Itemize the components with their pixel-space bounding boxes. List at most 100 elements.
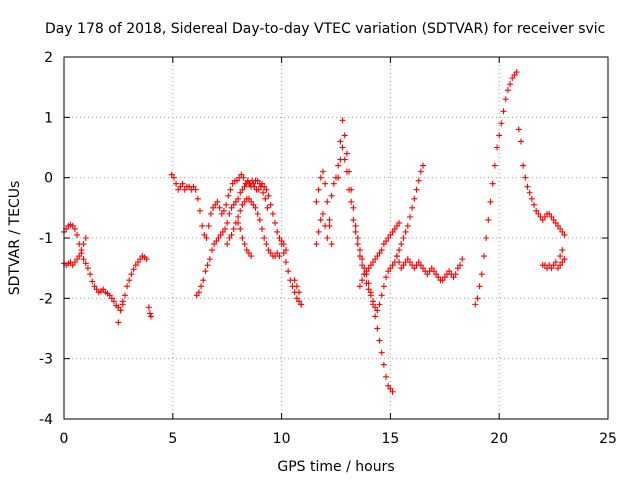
series-arc1 (61, 221, 126, 314)
data-point (193, 292, 200, 299)
data-point (389, 262, 396, 269)
data-point (278, 241, 285, 248)
data-point (108, 295, 115, 302)
data-point (509, 75, 516, 82)
data-point (319, 168, 326, 175)
data-point (406, 213, 413, 220)
data-point (415, 259, 422, 266)
data-point (263, 241, 270, 248)
data-point (228, 204, 235, 211)
data-point (341, 156, 348, 163)
data-point (181, 186, 188, 193)
data-point (115, 304, 122, 311)
data-point (380, 241, 387, 248)
data-point (214, 198, 221, 205)
data-point (391, 225, 398, 232)
data-point (124, 283, 131, 290)
series-arc17 (515, 126, 568, 238)
data-point (200, 277, 207, 284)
data-point (346, 186, 353, 193)
data-point (313, 198, 320, 205)
data-point (385, 268, 392, 275)
data-point (554, 222, 561, 229)
data-point (396, 219, 403, 226)
data-point (406, 259, 413, 266)
data-point (507, 81, 514, 88)
data-point (224, 241, 231, 248)
data-point (137, 256, 144, 263)
data-point (389, 388, 396, 395)
data-point (400, 235, 407, 241)
data-point (398, 265, 405, 272)
data-point (439, 277, 446, 284)
data-point (369, 259, 376, 266)
data-point (315, 186, 322, 193)
data-point (219, 228, 226, 235)
data-point (199, 222, 206, 229)
data-point (74, 256, 81, 263)
data-point (483, 235, 490, 241)
data-point (415, 177, 422, 184)
data-point (417, 262, 424, 269)
data-point (541, 213, 548, 220)
data-point (263, 186, 270, 193)
data-point (285, 268, 292, 275)
axis-ticks (63, 56, 609, 420)
series-arc13 (335, 144, 427, 314)
data-point (383, 373, 390, 380)
data-point (387, 231, 394, 238)
data-point (328, 241, 335, 248)
data-point (420, 162, 427, 169)
data-point (78, 247, 85, 254)
data-point (341, 132, 348, 139)
data-point (313, 241, 320, 248)
data-point (213, 238, 220, 245)
data-point (472, 301, 479, 308)
data-point (496, 132, 503, 139)
data-point (356, 247, 363, 254)
data-point (435, 274, 442, 281)
series-arc19 (557, 247, 568, 263)
data-point (117, 307, 124, 314)
y-tick-label: -2 (39, 291, 53, 307)
data-point (80, 256, 87, 263)
data-point (229, 180, 236, 187)
data-point (76, 253, 83, 260)
data-point (559, 247, 566, 254)
data-point (343, 168, 350, 175)
data-point (241, 198, 248, 205)
data-point (552, 259, 559, 266)
data-point (237, 207, 244, 214)
data-point (450, 274, 457, 281)
data-point (430, 268, 437, 275)
data-point (177, 183, 184, 190)
data-point (324, 235, 331, 241)
data-point (354, 235, 361, 241)
data-point (557, 262, 564, 269)
data-point (195, 289, 202, 296)
data-point (380, 283, 387, 290)
data-point (89, 278, 96, 285)
data-point (552, 219, 559, 226)
data-point (352, 228, 359, 235)
y-tick-label: 0 (44, 171, 53, 187)
data-point (402, 228, 409, 235)
data-point (260, 189, 267, 196)
data-point (374, 325, 381, 332)
data-point (215, 235, 222, 241)
x-tick-label: 5 (168, 431, 177, 447)
data-point (383, 274, 390, 281)
data-point (548, 265, 555, 272)
data-point (274, 250, 281, 257)
data-point (324, 198, 331, 205)
data-point (539, 216, 546, 223)
y-tick-label: -3 (39, 352, 53, 368)
data-point (335, 174, 342, 181)
data-point (378, 292, 385, 299)
data-point (561, 256, 568, 263)
data-point (225, 192, 232, 199)
data-point (175, 186, 182, 193)
data-point (296, 298, 303, 305)
data-point (326, 216, 333, 223)
